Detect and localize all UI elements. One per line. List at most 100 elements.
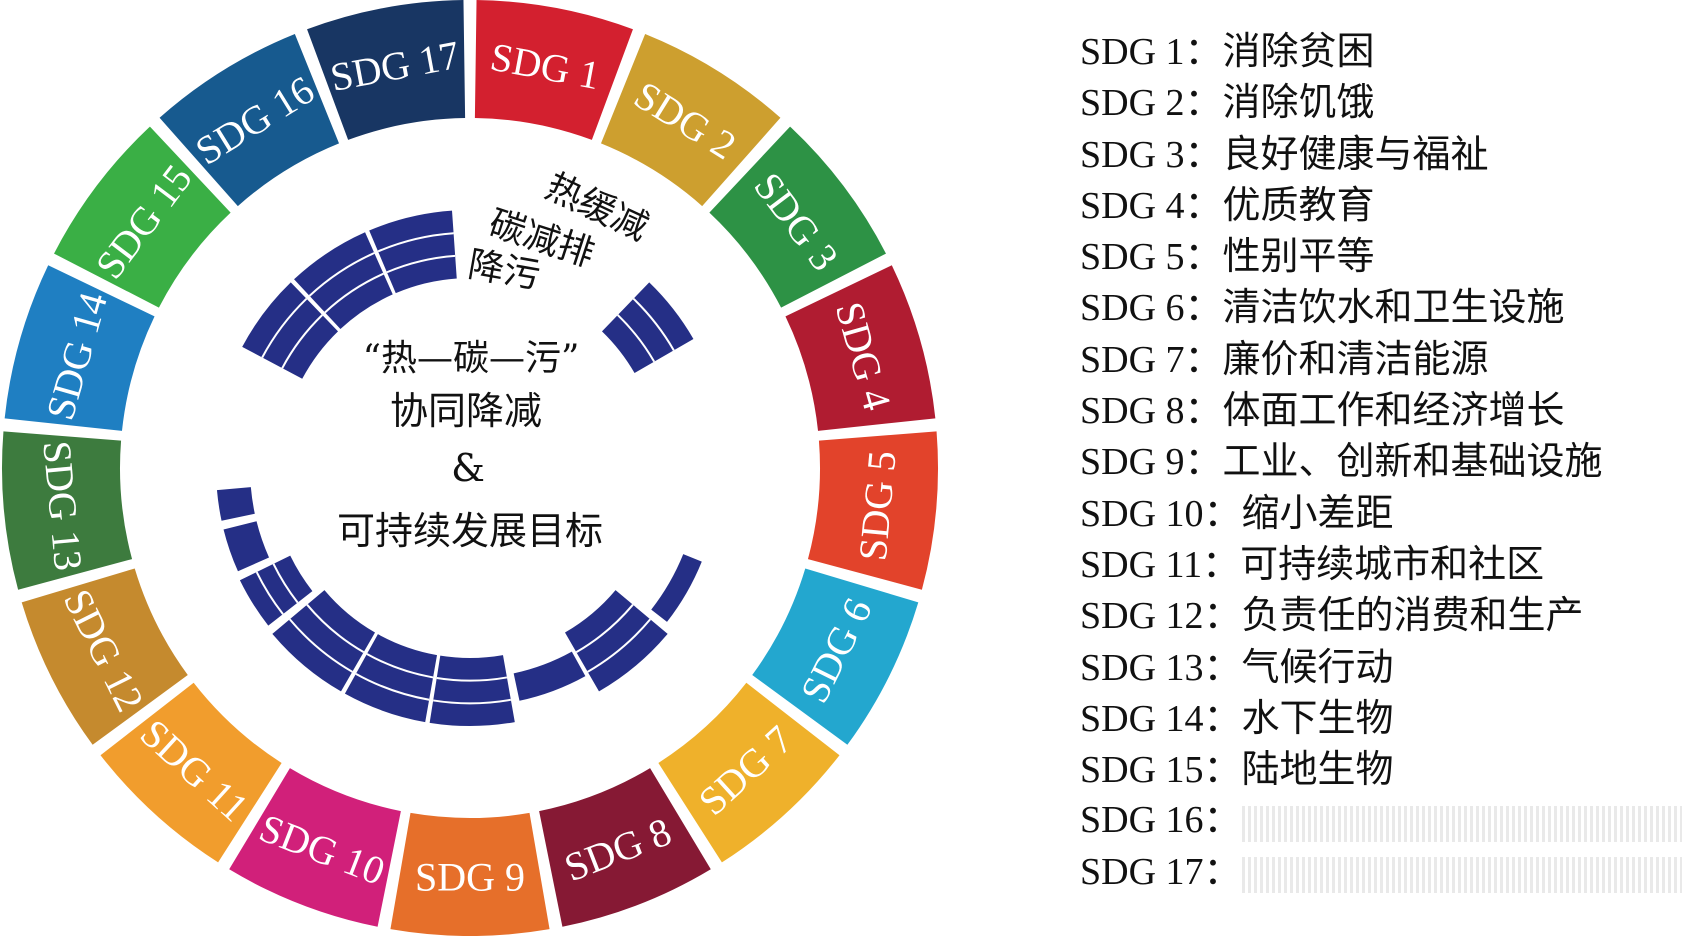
legend-text: 水下生物: [1241, 695, 1394, 740]
legend-text: 消除饥饿: [1222, 80, 1375, 125]
legend-item: SDG 13：气候行动: [1080, 642, 1682, 693]
legend-text: 良好健康与福祉: [1222, 131, 1489, 176]
legend-item: SDG 17：: [1080, 847, 1682, 898]
legend-item: SDG 5：性别平等: [1080, 231, 1682, 282]
legend-text: 缩小差距: [1241, 490, 1394, 535]
inner-arc-bar: [272, 590, 375, 692]
legend-code: SDG 14：: [1080, 697, 1242, 740]
inner-arc-divider: [366, 653, 434, 679]
sdg-segment: [785, 265, 936, 431]
inner-arc-divider: [386, 254, 456, 274]
legend-code: SDG 1：: [1080, 31, 1223, 73]
inner-arc-bar: [565, 590, 668, 692]
center-line-4: 可持续发展目标: [337, 509, 603, 553]
legend-item: SDG 15：陆地生物: [1080, 744, 1682, 795]
inner-arc-divider: [355, 672, 430, 701]
legend-code: SDG 13：: [1080, 646, 1242, 689]
legend-text-redacted: [1241, 857, 1682, 894]
inner-arc-bar: [344, 634, 438, 723]
inner-arc-divider: [288, 618, 353, 673]
legend-item: SDG 1：消除贫困: [1080, 26, 1682, 77]
center-line-2: 协同降减: [390, 389, 542, 433]
inner-arc-divider: [281, 314, 323, 369]
sdg-segment: [229, 768, 401, 927]
legend-item: SDG 6：清洁饮水和卫生设施: [1080, 282, 1682, 333]
legend-item: SDG 2：消除饥饿: [1080, 77, 1682, 128]
sdg-segment: [390, 812, 550, 936]
inner-arc-divider: [617, 314, 656, 363]
sdg-segment-label: SDG 9: [415, 855, 525, 900]
inner-arc-divider: [255, 571, 284, 615]
inner-arc-divider: [324, 272, 384, 314]
inner-arc-divider: [308, 252, 375, 297]
inner-arc-bar: [651, 554, 702, 622]
legend-code: SDG 6：: [1080, 287, 1223, 330]
sdg-segment: [21, 568, 188, 745]
sdg-segment: [54, 126, 231, 308]
sdg-segment: [4, 265, 155, 431]
inner-arc-divider: [261, 297, 308, 358]
sdg-segment: [709, 126, 886, 308]
center-title: 热缓减 碳减排 降污 “热—碳—污” 协同降减 & 可持续发展目标: [337, 166, 654, 553]
legend-item: SDG 12：负责任的消费和生产: [1080, 590, 1682, 641]
inner-arc-divider: [377, 232, 454, 253]
legend-code: SDG 4：: [1080, 184, 1223, 227]
legend-text: 气候行动: [1241, 644, 1394, 689]
sdg-legend: SDG 1：消除贫困 SDG 2：消除饥饿 SDG 3：良好健康与福祉 SDG …: [1080, 26, 1682, 898]
sdg-segment: [539, 768, 711, 927]
legend-code: SDG 10：: [1080, 492, 1242, 535]
legend-item: SDG 7：廉价和清洁能源: [1080, 334, 1682, 385]
inner-arc-bar: [513, 651, 586, 701]
inner-arc-bar: [216, 487, 255, 521]
sdg-segment: [658, 682, 840, 863]
inner-arc-divider: [587, 618, 652, 673]
sdg-segment: [752, 568, 919, 745]
legend-code: SDG 15：: [1080, 749, 1242, 792]
legend-text: 负责任的消费和生产: [1241, 593, 1584, 638]
legend-text: 优质教育: [1222, 182, 1375, 227]
legend-code: SDG 5：: [1080, 236, 1223, 279]
inner-arc-divider: [433, 698, 512, 705]
legend-code: SDG 12：: [1080, 595, 1242, 638]
legend-code: SDG 9：: [1080, 441, 1223, 484]
inner-arc-bar: [369, 210, 457, 294]
legend-text: 性别平等: [1222, 234, 1375, 279]
sdg-segment-label: SDG 5: [850, 449, 905, 563]
inner-arc-divider: [575, 604, 634, 654]
legend-item: SDG 14：水下生物: [1080, 693, 1682, 744]
legend-item: SDG 9：工业、创新和基础设施: [1080, 436, 1682, 487]
inner-arc-divider: [272, 563, 299, 604]
sdg-segment: [474, 0, 633, 140]
sdg-segment: [807, 431, 939, 590]
legend-item: SDG 3：良好健康与福祉: [1080, 129, 1682, 180]
sdg-segment: [307, 0, 466, 140]
legend-code: SDG 11：: [1080, 543, 1241, 586]
legend-code: SDG 7：: [1080, 338, 1223, 381]
inner-arc-bar: [429, 655, 515, 726]
center-quote-line: “热—碳—污”: [363, 338, 580, 379]
legend-code: SDG 16：: [1080, 799, 1242, 842]
legend-item: SDG 4：优质教育: [1080, 180, 1682, 231]
sdg-segment: [2, 431, 133, 590]
legend-code: SDG 2：: [1080, 82, 1223, 125]
legend-text: 工业、创新和基础设施: [1222, 439, 1603, 484]
legend-text: 可持续城市和社区: [1240, 541, 1545, 586]
inner-arc-bar: [601, 282, 694, 373]
inner-arc-divider: [306, 604, 365, 654]
legend-text: 消除贫困: [1222, 29, 1375, 73]
legend-code: SDG 8：: [1080, 390, 1223, 433]
legend-item: SDG 16：: [1080, 795, 1682, 846]
center-line-3: &: [451, 446, 485, 490]
legend-text-redacted: [1241, 805, 1682, 842]
legend-text: 陆地生物: [1241, 747, 1394, 792]
sdg-segment: [100, 682, 282, 863]
inner-arc-bar: [223, 521, 270, 572]
inner-arc-divider: [436, 676, 508, 682]
legend-item: SDG 8：体面工作和经济增长: [1080, 385, 1682, 436]
sdg-segment: [159, 34, 340, 207]
legend-text: 廉价和清洁能源: [1222, 336, 1489, 381]
inner-arc-bars: [216, 210, 702, 726]
legend-code: SDG 3：: [1080, 133, 1223, 176]
inner-arc-bar: [242, 282, 339, 379]
